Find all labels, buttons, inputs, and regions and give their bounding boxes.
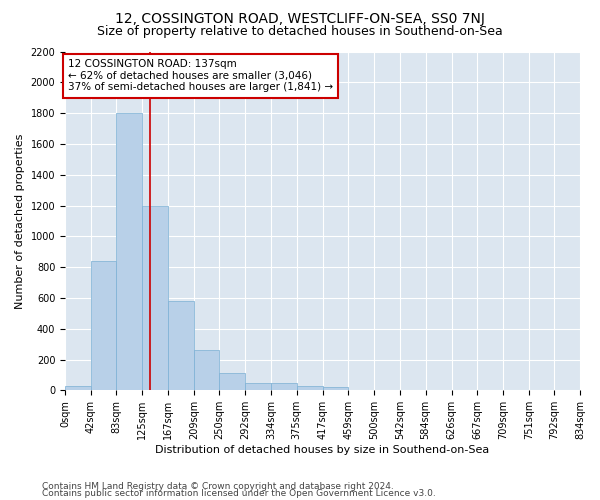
Bar [271,384,296,390]
Bar [91,261,116,390]
Text: 12, COSSINGTON ROAD, WESTCLIFF-ON-SEA, SS0 7NJ: 12, COSSINGTON ROAD, WESTCLIFF-ON-SEA, S… [115,12,485,26]
Y-axis label: Number of detached properties: Number of detached properties [15,133,25,308]
Text: Contains public sector information licensed under the Open Government Licence v3: Contains public sector information licen… [42,489,436,498]
Bar [220,372,245,390]
Bar [296,386,323,390]
Text: Size of property relative to detached houses in Southend-on-Sea: Size of property relative to detached ho… [97,25,503,38]
X-axis label: Distribution of detached houses by size in Southend-on-Sea: Distribution of detached houses by size … [155,445,490,455]
Bar [65,386,91,390]
Text: Contains HM Land Registry data © Crown copyright and database right 2024.: Contains HM Land Registry data © Crown c… [42,482,394,491]
Text: 12 COSSINGTON ROAD: 137sqm
← 62% of detached houses are smaller (3,046)
37% of s: 12 COSSINGTON ROAD: 137sqm ← 62% of deta… [68,59,333,92]
Bar [245,382,271,390]
Bar [142,206,168,390]
Bar [168,301,194,390]
Bar [116,113,142,390]
Bar [323,388,349,390]
Bar [194,350,220,391]
